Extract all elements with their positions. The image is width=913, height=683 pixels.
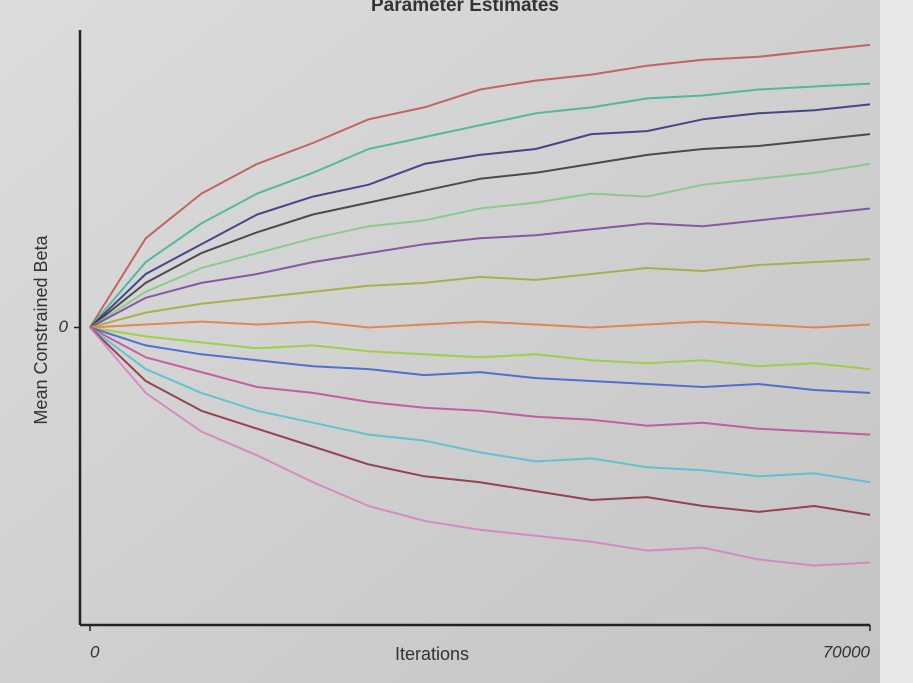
series-line <box>89 326 871 484</box>
series-line <box>89 133 871 329</box>
series-line <box>89 326 871 567</box>
chart-title: Parameter Estimates <box>371 0 559 16</box>
series-line <box>89 43 871 329</box>
series-line <box>89 326 871 371</box>
series-line <box>89 103 871 329</box>
y-tick-label: 0 <box>59 317 69 336</box>
bezel <box>880 0 913 683</box>
series-line <box>89 326 871 394</box>
series-line <box>89 320 871 329</box>
y-axis-label: Mean Constrained Beta <box>31 234 51 424</box>
series-line <box>89 326 871 516</box>
x-tick-label: 0 <box>90 642 100 661</box>
screen <box>0 0 880 683</box>
x-tick-label: 70000 <box>823 642 871 661</box>
x-axis-label: Iterations <box>395 644 469 664</box>
series-line <box>89 82 871 329</box>
plot-area: 0 0 70000 <box>59 30 871 661</box>
series-line <box>89 326 871 436</box>
series-line <box>89 207 871 329</box>
series-line <box>89 258 871 329</box>
series-line <box>89 162 871 329</box>
